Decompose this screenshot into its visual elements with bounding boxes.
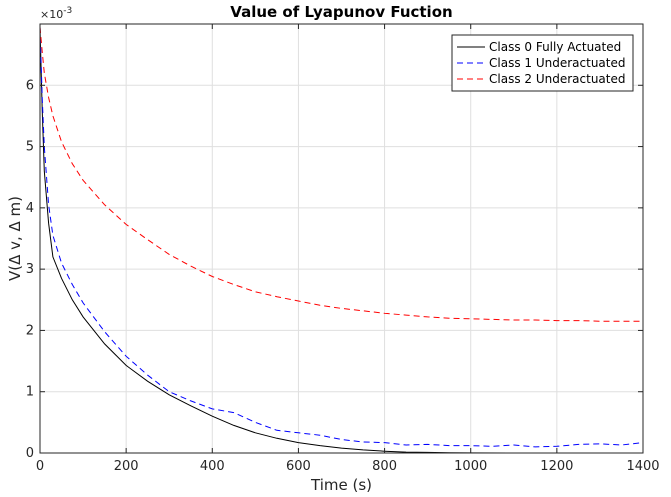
y-axis-title: V(Δ v, Δ m) <box>6 196 24 281</box>
legend: Class 0 Fully Actuated Class 1 Underactua… <box>451 34 634 92</box>
chart-title: Value of Lyapunov Fuction <box>230 3 452 21</box>
series-line-2 <box>39 27 643 322</box>
y-axis-exponent-power: -3 <box>63 6 72 16</box>
x-tick-label: 1400 <box>626 459 659 474</box>
plot-area <box>40 24 643 453</box>
y-tick-label: 2 <box>26 323 34 338</box>
y-tick-label: 5 <box>26 140 34 155</box>
x-tick-label: 600 <box>286 459 311 474</box>
legend-label: Class 1 Underactuated <box>489 56 625 70</box>
x-tick-label: 400 <box>200 459 225 474</box>
y-axis-exponent-base: ×10 <box>40 8 63 21</box>
x-tick-label: 1000 <box>454 459 487 474</box>
y-tick-label: 3 <box>26 262 34 277</box>
legend-label: Class 2 Underactuated <box>489 72 625 86</box>
x-tick-label: 0 <box>36 459 44 474</box>
x-tick-label: 200 <box>114 459 139 474</box>
legend-label: Class 0 Fully Actuated <box>489 40 621 54</box>
y-tick-label: 6 <box>26 78 34 93</box>
axis-ticks: 0 200 400 600 800 1000 1200 1400 0 1 2 3 4 5 6 <box>26 24 660 474</box>
y-axis-exponent: ×10-3 <box>40 6 72 21</box>
y-tick-label: 1 <box>26 385 34 400</box>
series-line-1 <box>39 27 644 448</box>
x-tick-label: 800 <box>372 459 397 474</box>
x-tick-label: 1200 <box>540 459 573 474</box>
y-tick-label: 4 <box>26 201 34 216</box>
x-axis-title: Time (s) <box>310 476 372 494</box>
axes-frame <box>39 23 644 454</box>
y-tick-label: 0 <box>26 446 34 461</box>
